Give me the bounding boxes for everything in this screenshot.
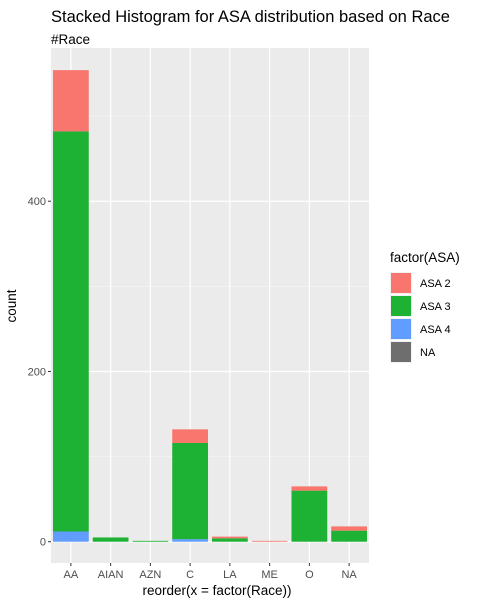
- bar-segment: [331, 530, 368, 542]
- bar-segment: [132, 540, 169, 542]
- x-tick-label: AZN: [139, 569, 161, 581]
- bar-segment: [291, 490, 328, 542]
- legend-title: factor(ASA): [390, 250, 460, 265]
- bar-segment: [52, 131, 89, 532]
- y-axis-title: count: [4, 289, 19, 322]
- bar-segment: [211, 536, 248, 539]
- legend-swatch: [391, 319, 411, 339]
- legend-label: ASA 3: [420, 301, 451, 313]
- x-tick-label: ME: [261, 569, 278, 581]
- legend-label: ASA 4: [420, 324, 451, 336]
- bar-segment: [52, 531, 89, 542]
- y-tick-label: 0: [40, 537, 46, 549]
- legend-label: ASA 2: [420, 278, 451, 290]
- bar-segment: [172, 442, 209, 540]
- chart-title: Stacked Histogram for ASA distribution b…: [51, 8, 450, 26]
- x-tick-label: O: [305, 569, 314, 581]
- x-axis: AA AIAN AZN C LA ME O NA: [64, 563, 357, 581]
- x-tick-label: AIAN: [98, 569, 124, 581]
- bar-segment: [211, 538, 248, 542]
- legend-swatch: [391, 273, 411, 293]
- legend-swatch: [391, 296, 411, 316]
- bar-segment: [291, 486, 328, 491]
- bar-segment: [52, 70, 89, 132]
- y-tick-label: 200: [28, 366, 46, 378]
- bar-segment: [331, 526, 368, 531]
- x-tick-label: AA: [64, 569, 79, 581]
- x-tick-label: LA: [223, 569, 237, 581]
- bar-segment: [172, 429, 209, 443]
- legend: factor(ASA) ASA 2 ASA 3 ASA 4 NA: [390, 250, 460, 363]
- chart-subtitle: #Race: [51, 32, 90, 47]
- plot-panel: [51, 48, 369, 563]
- y-tick-label: 400: [28, 196, 46, 208]
- x-axis-title: reorder(x = factor(Race)): [143, 583, 292, 598]
- x-tick-label: NA: [341, 569, 357, 581]
- bar-segment: [251, 540, 288, 542]
- bar-segment: [92, 537, 129, 542]
- bars: [52, 70, 368, 542]
- bar-segment: [172, 539, 209, 542]
- legend-label: NA: [420, 347, 436, 359]
- legend-swatch: [391, 342, 411, 362]
- y-axis: 0 200 400: [28, 196, 51, 549]
- legend-items: ASA 2 ASA 3 ASA 4 NA: [390, 272, 451, 363]
- x-tick-label: C: [186, 569, 194, 581]
